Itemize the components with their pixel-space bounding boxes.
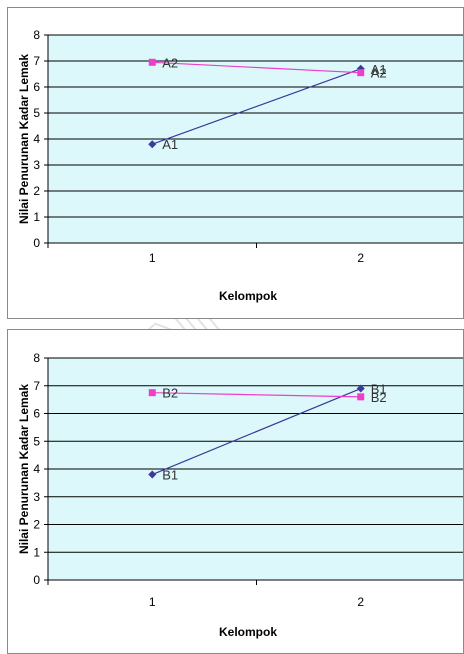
y-tick-label: 7	[33, 379, 40, 393]
series-line-B1	[152, 387, 361, 476]
y-tick-label: 4	[33, 462, 40, 476]
data-point-A1	[148, 140, 157, 149]
y-tick-label: 3	[33, 490, 40, 504]
data-point-B2	[148, 389, 156, 397]
y-tick-label: 0	[33, 573, 40, 587]
y-tick-label: 6	[33, 407, 40, 421]
y-axis-title: Nilai Penurunan Kadar Lemak	[17, 384, 31, 554]
y-tick-label: 0	[33, 236, 40, 250]
data-point-B2	[357, 393, 365, 401]
x-axis-title: Kelompok	[219, 625, 277, 639]
x-tick-label: 2	[357, 251, 364, 265]
y-tick-label: 1	[33, 545, 40, 559]
data-label-A2: A2	[371, 66, 387, 81]
y-tick-label: 7	[33, 54, 40, 68]
data-point-A1	[356, 64, 365, 73]
data-label-A2: A2	[162, 55, 178, 70]
data-point-B1	[148, 470, 157, 479]
y-tick-label: 5	[33, 434, 40, 448]
data-point-A2	[148, 58, 156, 66]
series-line-A2	[152, 61, 361, 74]
x-tick-label: 1	[149, 251, 156, 265]
y-tick-label: 8	[33, 28, 40, 42]
y-tick-label: 6	[33, 80, 40, 94]
data-label-B2: B2	[162, 386, 178, 401]
y-tick-label: 4	[33, 132, 40, 146]
chart-2: 0 1 2 3 4 5 6 7 8 1 2 Kelompok Nilai Penurunan Kadar…	[7, 329, 464, 654]
chart-2-svg: 0 1 2 3 4 5 6 7 8 1 2 Kelompok Nilai Penurunan Kadar…	[17, 351, 463, 639]
chart-1: 0 1 2 3 4 5 6 7 8 1 2 Kelompok Nilai Penurunan Kadar…	[7, 7, 464, 319]
x-tick-label: 1	[149, 595, 156, 609]
data-label-B1: B1	[371, 382, 387, 397]
series-line-B2	[152, 392, 361, 398]
series-line-A1	[152, 68, 361, 145]
x-axis-title: Kelompok	[219, 289, 277, 303]
data-label-A1: A1	[371, 62, 387, 77]
data-point-A2	[357, 69, 365, 77]
x-tick-label: 2	[357, 595, 364, 609]
y-tick-label: 2	[33, 184, 40, 198]
y-tick-label: 5	[33, 106, 40, 120]
y-tick-label: 8	[33, 351, 40, 365]
chart-1-svg: 0 1 2 3 4 5 6 7 8 1 2 Kelompok Nilai Penurunan Kadar…	[17, 28, 463, 303]
y-axis-title: Nilai Penurunan Kadar Lemak	[17, 54, 31, 224]
data-label-B1: B1	[162, 468, 178, 483]
data-point-B1	[356, 384, 365, 393]
y-tick-label: 1	[33, 210, 40, 224]
data-label-A1: A1	[162, 137, 178, 152]
y-tick-label: 3	[33, 158, 40, 172]
data-label-B2: B2	[371, 390, 387, 405]
y-tick-label: 2	[33, 518, 40, 532]
